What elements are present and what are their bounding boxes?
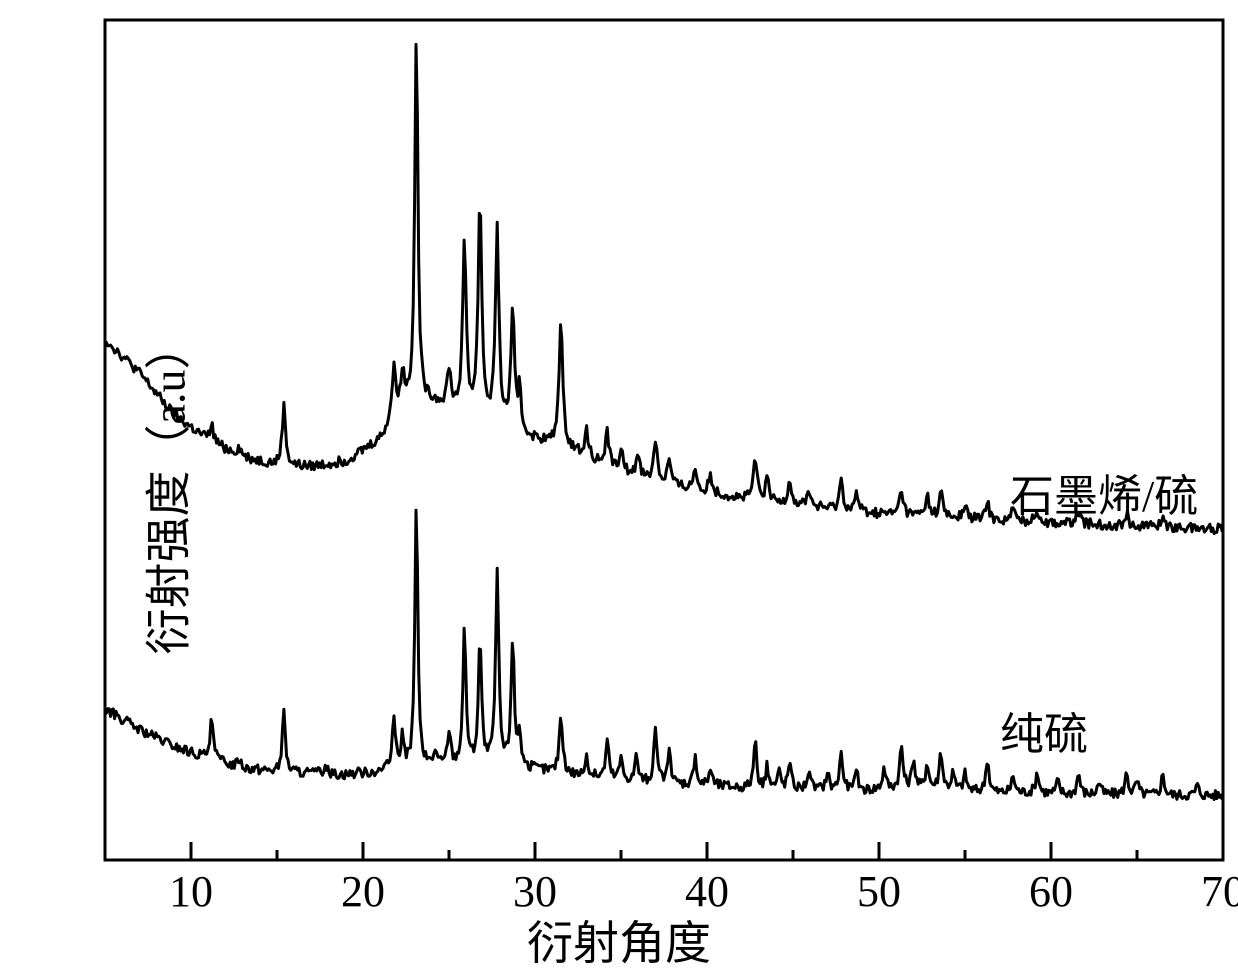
x-tick-label: 20 (341, 866, 385, 917)
x-tick-label: 70 (1201, 866, 1238, 917)
xrd-chart: 衍射强度（a.u） 衍射角度 10203040506070 石墨烯/硫 纯硫 (0, 0, 1238, 977)
series-label-pure-sulfur: 纯硫 (1000, 698, 1088, 762)
y-axis-label: 衍射强度（a.u） (132, 323, 198, 654)
x-tick-label: 60 (1029, 866, 1073, 917)
x-tick-label: 50 (857, 866, 901, 917)
x-tick-label: 30 (513, 866, 557, 917)
series-label-graphene-sulfur: 石墨烯/硫 (1010, 460, 1198, 524)
x-tick-label: 40 (685, 866, 729, 917)
x-tick-label: 10 (169, 866, 213, 917)
